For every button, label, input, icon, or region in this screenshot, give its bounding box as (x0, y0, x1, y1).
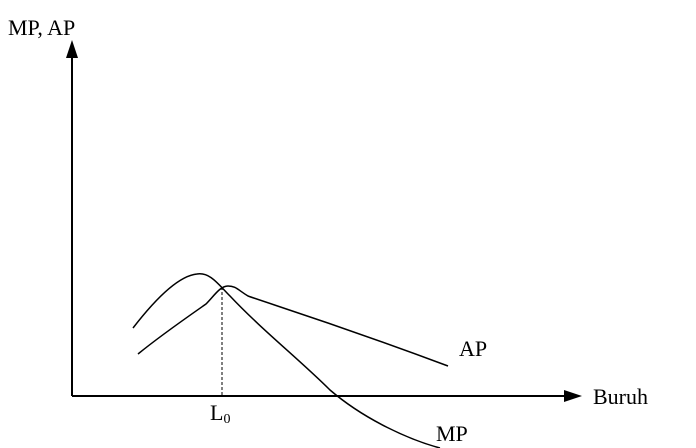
l0-label: L0 (210, 400, 231, 427)
y-axis-arrowhead (66, 40, 78, 58)
ap-curve-label: AP (459, 336, 488, 361)
y-axis-label: MP, AP (8, 15, 76, 40)
mp-curve (132, 273, 441, 448)
x-axis-arrowhead (564, 390, 582, 402)
l0-label-base: L (210, 400, 224, 425)
mp-curve-label: MP (436, 421, 468, 446)
ap-curve (137, 285, 449, 367)
x-axis-label: Buruh (593, 384, 648, 409)
l0-label-subscript: 0 (223, 412, 231, 427)
